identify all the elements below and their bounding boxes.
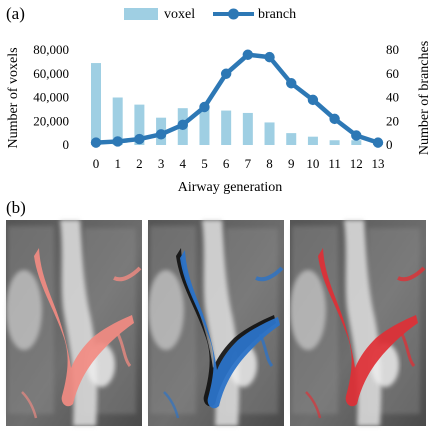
voxel-bar (264, 122, 275, 145)
x-tick-label: 6 (223, 156, 230, 171)
left-tick-label: 60,000 (33, 66, 69, 81)
x-tick-label: 7 (245, 156, 252, 171)
voxel-bars (91, 63, 383, 145)
ct-panel (148, 220, 284, 426)
x-tick-label: 13 (372, 156, 385, 171)
right-tick-label: 20 (386, 113, 399, 128)
x-tick-label: 5 (201, 156, 208, 171)
left-tick-label: 20,000 (33, 113, 69, 128)
small-branch (397, 266, 426, 282)
branch-point (90, 137, 102, 148)
bright-structure (290, 270, 326, 350)
branch-point (199, 101, 210, 113)
panel-a-label: (a) (6, 4, 25, 23)
airway-overlay (318, 248, 418, 407)
branch-point (329, 113, 340, 125)
small-branch (113, 266, 142, 282)
voxel-bar (112, 97, 123, 145)
left-tick-label: 40,000 (33, 90, 69, 105)
small-branch (305, 391, 322, 419)
left-tick-label: 80,000 (33, 42, 69, 57)
ct-panel (290, 220, 426, 426)
voxel-bar (351, 140, 362, 145)
right-tick-label: 40 (386, 90, 399, 105)
legend-label-voxel: voxel (164, 7, 195, 22)
x-tick-label: 4 (180, 156, 187, 171)
x-axis-ticks: 0 1 2 3 4 5 6 7 8 9 10 11 12 13 (93, 156, 385, 171)
branch-series (90, 49, 384, 148)
y-axis-right-label: Number of branches (417, 41, 432, 155)
airway-overlay (180, 250, 280, 409)
voxel-bar (221, 110, 232, 145)
legend-swatch-voxel (124, 8, 158, 20)
right-tick-label: 0 (386, 137, 393, 152)
left-axis-ticks: 0 20,000 40,000 60,000 80,000 (33, 42, 69, 152)
branch-point (264, 51, 275, 63)
small-branch (116, 333, 132, 367)
x-axis-label: Airway generation (178, 180, 283, 195)
voxel-bar (329, 140, 340, 145)
bright-structure (148, 270, 184, 350)
right-tick-label: 80 (386, 42, 399, 57)
legend-marker-branch (228, 8, 239, 20)
voxel-bar (199, 107, 210, 145)
x-tick-label: 11 (328, 156, 341, 171)
small-branch (400, 333, 416, 367)
branch-point (112, 136, 123, 147)
branch-point (372, 137, 384, 148)
voxel-bar (242, 112, 253, 145)
x-tick-label: 10 (306, 156, 319, 171)
x-tick-label: 1 (114, 156, 121, 171)
branch-point (286, 78, 297, 89)
branch-point (177, 119, 188, 131)
small-branch (255, 266, 284, 282)
branch-point (351, 130, 362, 141)
ct-panels (6, 220, 426, 426)
small-branch (21, 391, 38, 419)
x-tick-label: 9 (288, 156, 295, 171)
bright-structure (6, 270, 42, 350)
small-branch (163, 391, 180, 419)
x-tick-label: 2 (136, 156, 143, 171)
branch-point (155, 129, 167, 140)
ct-panel (6, 220, 142, 426)
branch-point (134, 133, 145, 145)
x-tick-label: 0 (93, 156, 100, 171)
branch-point (242, 49, 254, 60)
x-tick-label: 12 (350, 156, 363, 171)
branch-point (307, 94, 319, 106)
left-tick-label: 0 (63, 137, 70, 152)
y-axis-left-label: Number of voxels (6, 47, 21, 148)
legend-label-branch: branch (258, 7, 296, 22)
voxel-bar (91, 63, 101, 145)
mediastinum (60, 220, 98, 426)
voxel-bar (134, 104, 145, 145)
x-tick-label: 8 (266, 156, 273, 171)
right-axis-ticks: 0 20 40 60 80 (386, 42, 399, 152)
branch-point (220, 68, 232, 79)
right-tick-label: 60 (386, 66, 399, 81)
x-tick-label: 3 (158, 156, 165, 171)
voxel-bar (286, 133, 297, 145)
small-branch (258, 333, 274, 367)
voxel-bar (307, 136, 318, 145)
airway-overlay (34, 248, 134, 407)
mediastinum (344, 220, 382, 426)
panel-b-label: (b) (6, 198, 26, 217)
legend: voxel branch (124, 7, 296, 22)
